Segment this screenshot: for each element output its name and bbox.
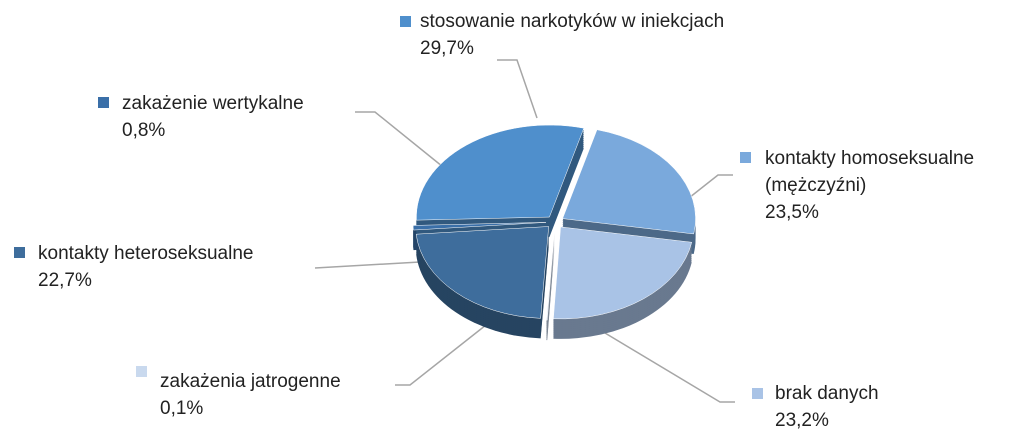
slice-label: kontakty heteroseksualne 22,7% bbox=[38, 240, 253, 294]
legend-marker bbox=[14, 247, 25, 258]
leader-line bbox=[314, 261, 421, 269]
slice-label: brak danych 23,2% bbox=[775, 380, 879, 429]
slice bbox=[562, 129, 696, 235]
category-name: zakażenia jatrogenne bbox=[160, 371, 341, 392]
legend-marker bbox=[98, 97, 109, 108]
leader-line bbox=[355, 111, 454, 176]
category-name: zakażenie wertykalne bbox=[122, 93, 304, 114]
category-name: kontakty heteroseksualne bbox=[38, 243, 254, 264]
slice-label: kontakty homoseksualne (mężczyźni) 23,5% bbox=[765, 145, 980, 226]
slice-label: zakażenia jatrogenne 0,1% bbox=[160, 368, 341, 422]
leader-line bbox=[599, 329, 735, 403]
slice bbox=[553, 226, 693, 320]
slice bbox=[546, 228, 555, 321]
legend-marker bbox=[400, 16, 411, 27]
slice-label: stosowanie narkotyków w iniekcjach 29,7% bbox=[420, 8, 724, 62]
value-label: 0,8% bbox=[122, 120, 166, 141]
category-name: stosowanie narkotyków w iniekcjach bbox=[420, 11, 725, 32]
slice bbox=[415, 226, 549, 319]
value-label: 22,7% bbox=[38, 270, 92, 291]
value-label: 23,2% bbox=[775, 410, 829, 429]
leader-line bbox=[497, 59, 538, 119]
slice-label: zakażenie wertykalne 0,8% bbox=[122, 90, 304, 144]
legend-marker bbox=[752, 388, 763, 399]
leader-line bbox=[679, 174, 733, 206]
leader-line bbox=[395, 309, 506, 386]
legend-marker bbox=[136, 366, 147, 377]
slice bbox=[412, 222, 547, 231]
category-name: brak danych bbox=[775, 383, 879, 404]
value-label: 23,5% bbox=[765, 202, 819, 223]
slice bbox=[416, 124, 585, 221]
category-name: kontakty homoseksualne (mężczyźni) bbox=[765, 148, 975, 196]
legend-marker bbox=[740, 152, 751, 163]
value-label: 29,7% bbox=[420, 38, 474, 59]
value-label: 0,1% bbox=[160, 398, 204, 419]
